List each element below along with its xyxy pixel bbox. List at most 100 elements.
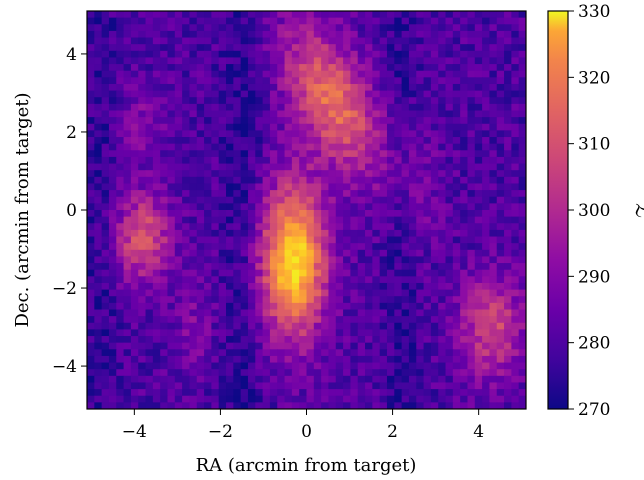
heatmap-cell (196, 395, 205, 403)
heatmap-cell (482, 355, 491, 364)
heatmap-cell (430, 369, 439, 377)
heatmap-cell (365, 210, 373, 218)
heatmap-cell (226, 322, 234, 330)
heatmap-cell (152, 170, 161, 178)
heatmap-cell (489, 249, 498, 258)
heatmap-cell (335, 223, 344, 231)
heatmap-cell (445, 282, 454, 291)
heatmap-cell (204, 117, 212, 125)
heatmap-cell (328, 229, 337, 238)
heatmap-cell (504, 50, 512, 59)
heatmap-cell (87, 355, 95, 364)
heatmap-cell (306, 276, 315, 284)
heatmap-cell (291, 349, 300, 357)
heatmap-cell (123, 130, 132, 138)
heatmap-cell (226, 150, 234, 158)
heatmap-cell (255, 289, 264, 297)
heatmap-cell (130, 349, 139, 357)
heatmap-cell (350, 110, 359, 118)
heatmap-cell (306, 150, 315, 158)
heatmap-cell (116, 402, 125, 409)
heatmap-cell (445, 216, 454, 224)
heatmap-cell (343, 329, 351, 337)
heatmap-cell (182, 83, 191, 92)
heatmap-cell (474, 282, 483, 291)
heatmap-cell (130, 203, 139, 211)
heatmap-cell (511, 130, 520, 138)
heatmap-cell (438, 296, 447, 304)
heatmap-cell (108, 329, 117, 337)
heatmap-cell (218, 137, 227, 145)
heatmap-cell (335, 322, 344, 330)
heatmap-cell (416, 44, 425, 52)
heatmap-cell (386, 50, 395, 59)
heatmap-cell (438, 97, 447, 105)
heatmap-cell (467, 110, 476, 118)
heatmap-cell (357, 64, 366, 72)
heatmap-cell (445, 249, 454, 258)
heatmap-cell (489, 402, 498, 409)
heatmap-cell (247, 17, 256, 25)
heatmap-cell (108, 183, 117, 191)
heatmap-cell (343, 302, 351, 311)
heatmap-cell (174, 329, 183, 337)
heatmap-cell (218, 190, 227, 198)
heatmap-cell (108, 130, 117, 138)
heatmap-cell (343, 163, 351, 171)
heatmap-cell (196, 37, 205, 45)
heatmap-cell (482, 309, 491, 317)
heatmap-cell (379, 57, 388, 65)
heatmap-cell (226, 276, 234, 284)
heatmap-cell (416, 163, 425, 171)
heatmap-cell (474, 156, 483, 165)
heatmap-cell (138, 44, 147, 52)
heatmap-cell (467, 269, 476, 277)
heatmap-cell (423, 243, 432, 251)
heatmap-cell (328, 97, 337, 105)
heatmap-cell (299, 50, 308, 59)
heatmap-cell (379, 389, 388, 397)
heatmap-cell (182, 382, 191, 390)
heatmap-cell (460, 296, 469, 304)
heatmap-cell (211, 309, 220, 317)
heatmap-cell (489, 70, 498, 78)
heatmap-cell (306, 309, 315, 317)
heatmap-cell (299, 369, 308, 377)
heatmap-cell (240, 30, 249, 39)
heatmap-cell (408, 190, 417, 198)
heatmap-cell (343, 395, 351, 403)
heatmap-cell (430, 402, 439, 409)
heatmap-cell (299, 77, 308, 85)
heatmap-cell (379, 269, 388, 277)
heatmap-cell (518, 97, 526, 105)
heatmap-cell (108, 30, 117, 39)
heatmap-cell (247, 395, 256, 403)
heatmap-cell (269, 342, 278, 350)
heatmap-cell (204, 44, 212, 52)
heatmap-cell (269, 24, 278, 32)
heatmap-cell (182, 11, 191, 19)
heatmap-cell (130, 229, 139, 238)
heatmap-cell (452, 103, 461, 112)
heatmap-cell (182, 190, 191, 198)
heatmap-cell (189, 11, 198, 19)
heatmap-cell (145, 150, 154, 158)
heatmap-cell (511, 322, 520, 330)
heatmap-cell (138, 243, 147, 251)
heatmap-cell (350, 196, 359, 204)
heatmap-cell (343, 83, 351, 92)
heatmap-cell (430, 90, 439, 98)
heatmap-cell (496, 382, 505, 390)
heatmap-cell (372, 123, 381, 131)
heatmap-cell (218, 256, 227, 264)
heatmap-cell (511, 263, 520, 271)
heatmap-cell (233, 256, 242, 264)
heatmap-cell (394, 282, 403, 291)
heatmap-cell (182, 223, 191, 231)
heatmap-cell (365, 97, 373, 105)
heatmap-cell (423, 322, 432, 330)
heatmap-cell (313, 44, 322, 52)
heatmap-cell (335, 302, 344, 311)
heatmap-cell (123, 249, 132, 258)
heatmap-cell (313, 216, 322, 224)
